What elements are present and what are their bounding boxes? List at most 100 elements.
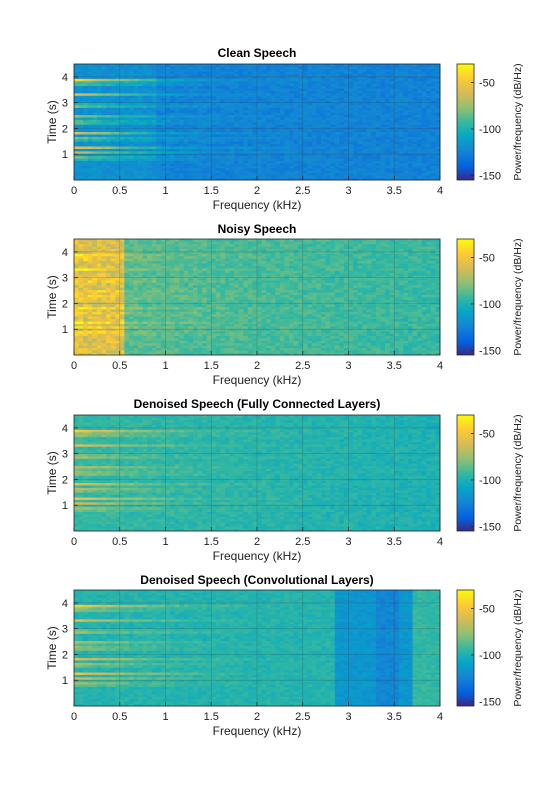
- heatmap-cell: [215, 114, 221, 118]
- heatmap-cell: [206, 163, 212, 166]
- heatmap-cell: [321, 345, 326, 349]
- heatmap-cell: [170, 100, 175, 104]
- heatmap-cell: [366, 117, 372, 120]
- heatmap-cell: [307, 90, 313, 94]
- heatmap-cell: [426, 170, 432, 174]
- heatmap-cell: [138, 155, 143, 159]
- heatmap-cell: [211, 352, 217, 356]
- heatmap-cell: [170, 148, 175, 152]
- heatmap-cell: [101, 117, 107, 120]
- heatmap-cell: [138, 326, 143, 329]
- heatmap-cell: [279, 143, 285, 147]
- heatmap-cell: [421, 158, 427, 162]
- heatmap-cell: [119, 107, 125, 111]
- heatmap-cell: [238, 126, 244, 130]
- heatmap-cell: [421, 175, 427, 178]
- heatmap-cell: [160, 153, 166, 157]
- heatmap-cell: [426, 347, 432, 351]
- heatmap-cell: [133, 165, 139, 169]
- heatmap-cell: [224, 95, 230, 99]
- heatmap-cell: [407, 138, 413, 142]
- heatmap-cell: [101, 88, 107, 91]
- heatmap-cell: [192, 76, 198, 79]
- heatmap-cell: [261, 105, 267, 108]
- heatmap-cell: [266, 83, 272, 87]
- heatmap-cell: [87, 129, 93, 133]
- heatmap-cell: [170, 114, 175, 118]
- heatmap-cell: [215, 97, 221, 101]
- heatmap-cell: [398, 105, 404, 108]
- heatmap-cell: [380, 143, 386, 147]
- heatmap-cell: [160, 177, 166, 181]
- heatmap-cell: [87, 76, 93, 79]
- heatmap-cell: [106, 83, 111, 87]
- heatmap-cell: [234, 134, 240, 137]
- heatmap-cell: [307, 148, 313, 152]
- heatmap-cell: [179, 78, 185, 82]
- heatmap-cell: [74, 136, 79, 140]
- heatmap-cell: [183, 122, 189, 125]
- heatmap-cell: [316, 100, 322, 104]
- heatmap-cell: [362, 109, 368, 113]
- heatmap-cell: [179, 170, 185, 174]
- heatmap-cell: [348, 347, 354, 351]
- heatmap-cell: [78, 68, 84, 72]
- heatmap-cell: [426, 124, 432, 128]
- heatmap-cell: [398, 122, 404, 125]
- heatmap-cell: [407, 126, 413, 130]
- heatmap-cell: [398, 350, 404, 353]
- heatmap-cell: [298, 163, 304, 166]
- heatmap-cell: [174, 66, 180, 70]
- heatmap-cell: [316, 134, 322, 137]
- heatmap-cell: [325, 345, 331, 349]
- heatmap-cell: [160, 93, 166, 96]
- heatmap-cell: [211, 328, 217, 332]
- heatmap-cell: [252, 66, 258, 70]
- heatmap-cell: [206, 93, 212, 96]
- heatmap-cell: [257, 158, 262, 162]
- heatmap-cell: [403, 155, 409, 159]
- heatmap-cell: [192, 109, 198, 113]
- heatmap-cell: [302, 124, 308, 128]
- heatmap-cell: [279, 97, 285, 101]
- heatmap-cell: [179, 165, 185, 169]
- heatmap-cell: [394, 328, 400, 332]
- heatmap-cell: [220, 347, 226, 351]
- heatmap-cell: [375, 148, 381, 152]
- heatmap-cell: [316, 143, 322, 147]
- heatmap-cell: [339, 143, 345, 147]
- heatmap-cell: [115, 328, 121, 332]
- heatmap-cell: [247, 148, 253, 152]
- heatmap-cell: [151, 78, 157, 82]
- heatmap-cell: [87, 146, 93, 149]
- heatmap-cell: [398, 102, 404, 106]
- heatmap-cell: [234, 114, 240, 118]
- heatmap-cell: [220, 342, 226, 346]
- heatmap-cell: [110, 141, 116, 145]
- heatmap-cell: [133, 342, 139, 346]
- heatmap-cell: [311, 83, 317, 87]
- heatmap-cell: [339, 330, 345, 334]
- heatmap-cell: [156, 119, 162, 123]
- heatmap-cell: [380, 333, 386, 337]
- heatmap-cell: [407, 71, 413, 75]
- heatmap-cell: [412, 88, 418, 91]
- heatmap-cell: [202, 114, 208, 118]
- heatmap-cell: [403, 80, 409, 84]
- heatmap-cell: [398, 129, 404, 133]
- heatmap-cell: [389, 122, 395, 125]
- heatmap-cell: [275, 129, 281, 133]
- heatmap-cell: [92, 105, 98, 108]
- heatmap-cell: [257, 347, 262, 351]
- heatmap-cell: [74, 76, 79, 79]
- heatmap-cell: [357, 345, 363, 349]
- heatmap-cell: [238, 114, 244, 118]
- heatmap-cell: [266, 170, 272, 174]
- heatmap-cell: [234, 151, 240, 154]
- heatmap-cell: [96, 338, 102, 341]
- heatmap-cell: [353, 333, 358, 337]
- heatmap-cell: [375, 136, 381, 140]
- heatmap-cell: [298, 136, 304, 140]
- heatmap-cell: [243, 143, 249, 147]
- heatmap-cell: [234, 335, 240, 339]
